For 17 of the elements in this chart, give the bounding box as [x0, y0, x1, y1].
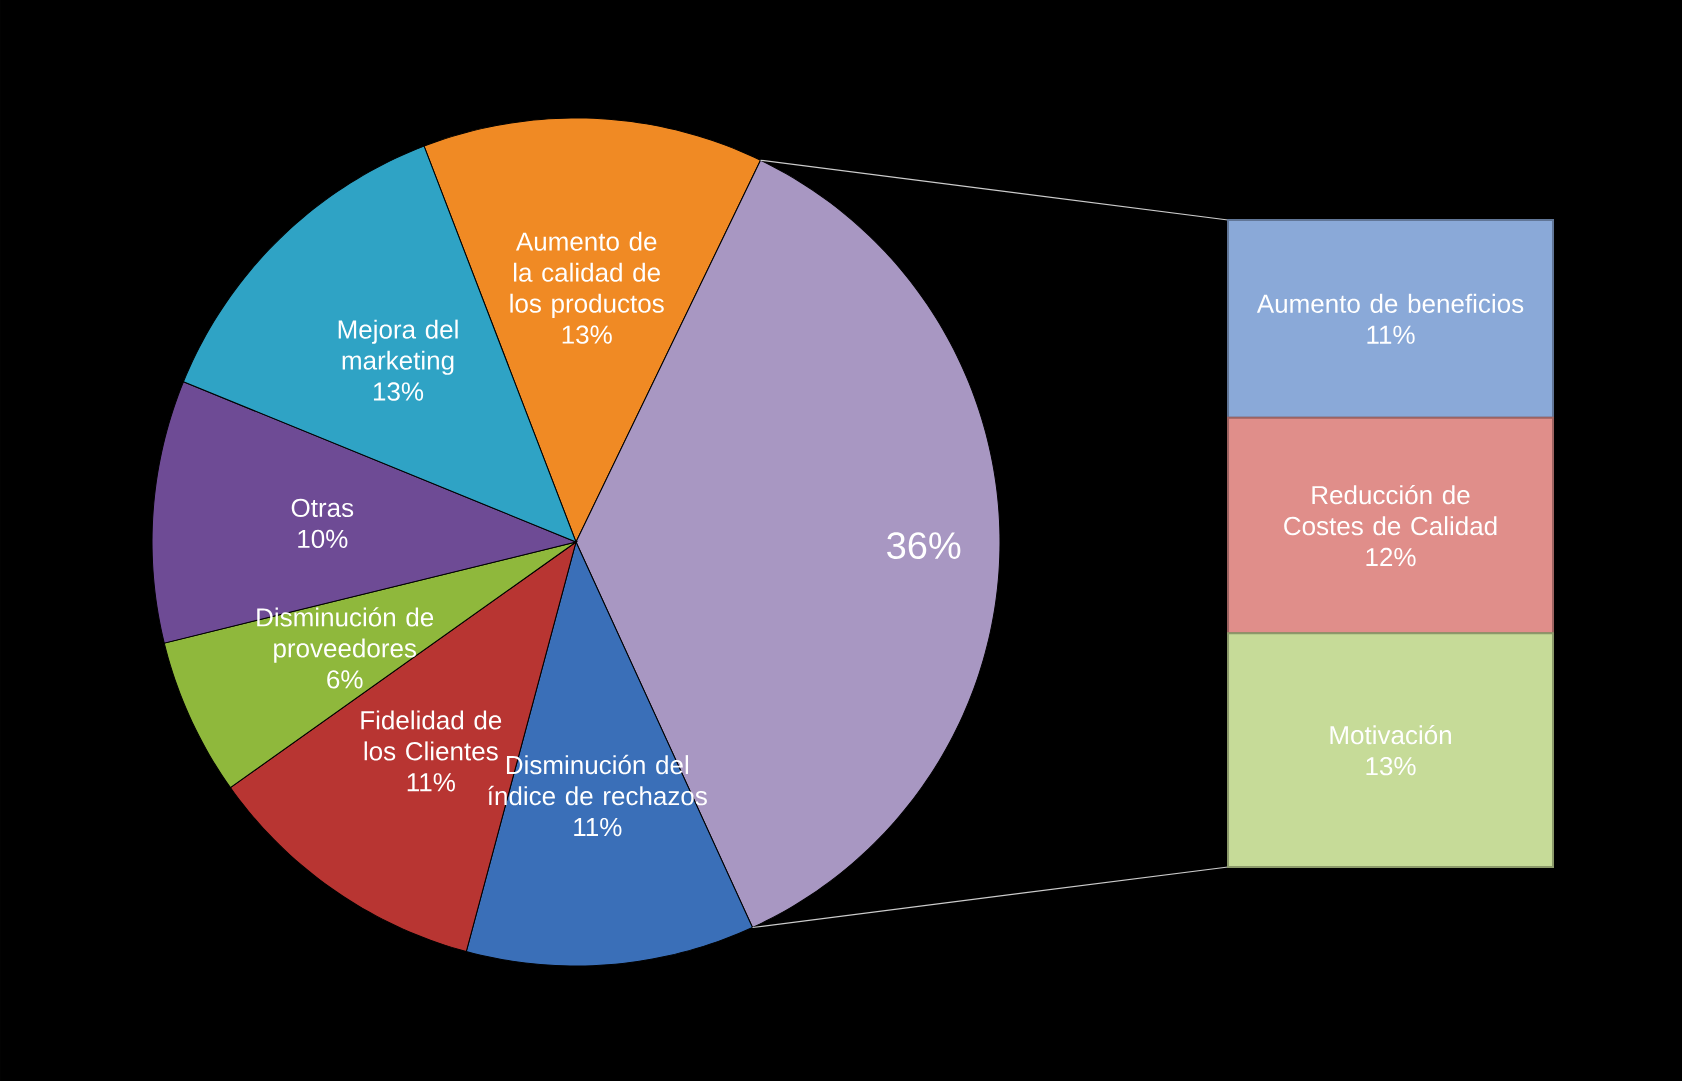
data-label: 13%	[562, 325, 612, 344]
data-label: 13%	[373, 382, 424, 401]
slice-label: Aumento de la calidad de los productos	[510, 231, 664, 318]
series-label: Reducción de Costes de Calidad	[1284, 484, 1497, 536]
data-label: 36%	[887, 532, 961, 560]
data-label: 11%	[1367, 325, 1415, 344]
data-label: 13%	[1366, 756, 1416, 776]
series-label: Aumento de beneficios	[1256, 293, 1524, 313]
data-label: 10%	[298, 529, 348, 549]
data-label: 11%	[574, 817, 622, 837]
slice-label: Otras	[291, 498, 354, 518]
data-label: 11%	[407, 773, 455, 792]
series-label: Motivación	[1330, 724, 1451, 745]
data-label: 6%	[327, 670, 363, 689]
slice-label: Mejora del marketing	[338, 319, 458, 375]
slice-label: Disminución de proveedores	[257, 607, 434, 663]
data-label: 12%	[1366, 547, 1416, 567]
